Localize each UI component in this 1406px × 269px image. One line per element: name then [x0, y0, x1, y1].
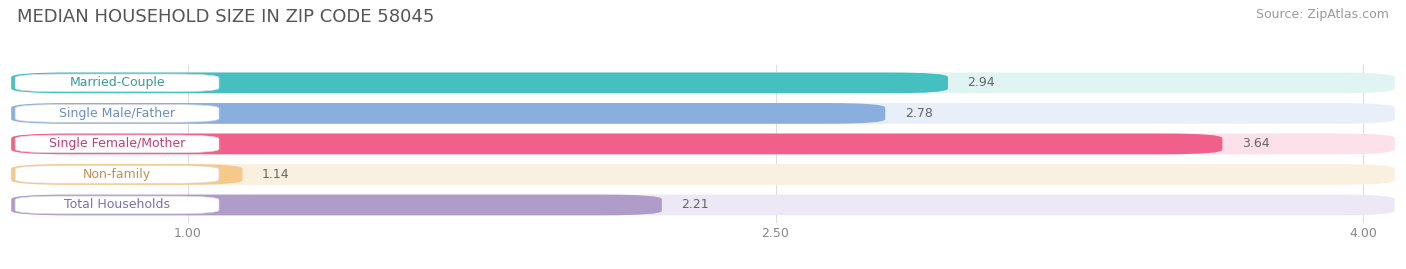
Text: 3.64: 3.64 — [1241, 137, 1270, 150]
Text: 2.21: 2.21 — [682, 199, 709, 211]
FancyBboxPatch shape — [15, 74, 219, 92]
FancyBboxPatch shape — [11, 164, 242, 185]
FancyBboxPatch shape — [11, 72, 948, 93]
FancyBboxPatch shape — [15, 135, 219, 153]
Text: 1.14: 1.14 — [262, 168, 290, 181]
FancyBboxPatch shape — [11, 72, 1395, 93]
Text: Source: ZipAtlas.com: Source: ZipAtlas.com — [1256, 8, 1389, 21]
Text: Total Households: Total Households — [65, 199, 170, 211]
FancyBboxPatch shape — [11, 194, 1395, 215]
FancyBboxPatch shape — [15, 166, 219, 183]
Text: 2.94: 2.94 — [967, 76, 995, 89]
FancyBboxPatch shape — [11, 164, 1395, 185]
FancyBboxPatch shape — [11, 133, 1395, 154]
Text: 2.78: 2.78 — [905, 107, 932, 120]
FancyBboxPatch shape — [15, 105, 219, 122]
Text: Married-Couple: Married-Couple — [69, 76, 165, 89]
Text: Single Male/Father: Single Male/Father — [59, 107, 176, 120]
FancyBboxPatch shape — [11, 194, 662, 215]
Text: MEDIAN HOUSEHOLD SIZE IN ZIP CODE 58045: MEDIAN HOUSEHOLD SIZE IN ZIP CODE 58045 — [17, 8, 434, 26]
FancyBboxPatch shape — [11, 133, 1222, 154]
FancyBboxPatch shape — [11, 103, 1395, 124]
Text: Non-family: Non-family — [83, 168, 150, 181]
FancyBboxPatch shape — [11, 103, 886, 124]
FancyBboxPatch shape — [15, 196, 219, 214]
Text: Single Female/Mother: Single Female/Mother — [49, 137, 186, 150]
